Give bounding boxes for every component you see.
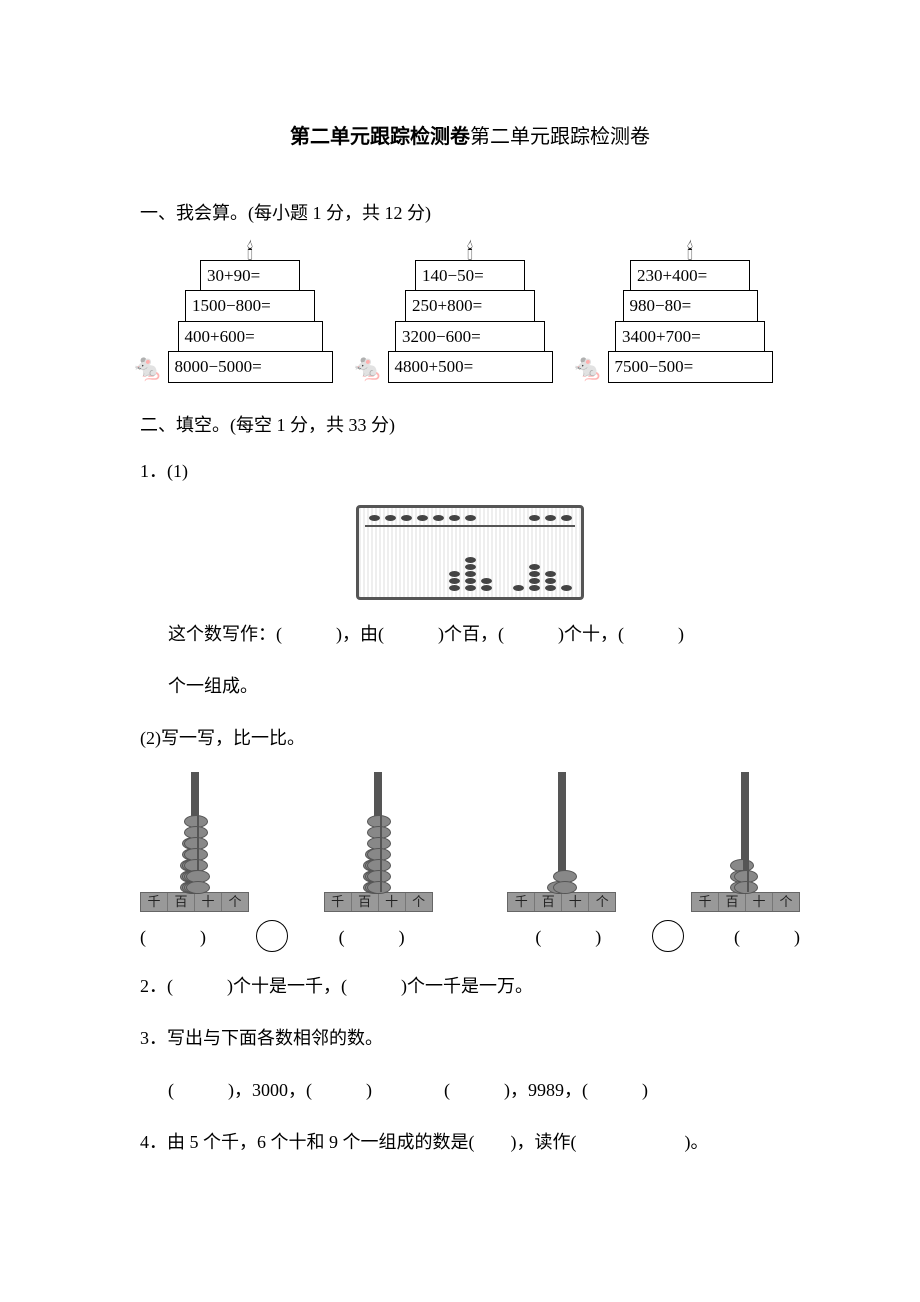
place-label: 个 (589, 893, 615, 911)
cake-tier: 250+800= (405, 290, 535, 322)
cake-tier: 140−50= (415, 260, 525, 292)
title-bold: 第二单元跟踪检测卷 (290, 126, 470, 148)
place-label: 千 (508, 893, 535, 911)
place-label: 百 (719, 893, 746, 911)
place-value-counter: 千百十个 (507, 772, 616, 912)
blank-paren: ( ) (734, 923, 800, 949)
q3-text: 3．写出与下面各数相邻的数。 (140, 1020, 800, 1056)
page-title: 第二单元跟踪检测卷第二单元跟踪检测卷 (140, 120, 800, 149)
mouse-icon: 🐁 (132, 353, 164, 383)
cake-tier: 400+600= (178, 321, 323, 353)
place-label: 百 (535, 893, 562, 911)
blank-paren: ( ) (339, 923, 405, 949)
place-value-counter: 千百十个 (691, 772, 800, 912)
blank-paren: ( ) (535, 923, 601, 949)
cake-tier: 980−80= (623, 290, 758, 322)
cake-problems-row: 🕯30+90=1500−800=400+600=8000−5000=🐁 🕯140−… (140, 241, 800, 383)
cake: 🕯230+400=980−80=3400+700=7500−500=🐁 (608, 241, 773, 383)
mouse-icon: 🐁 (352, 353, 384, 383)
place-value-counter: 千百十个 (140, 772, 249, 912)
title-plain: 第二单元跟踪检测卷 (470, 126, 650, 148)
cake-tier: 1500−800= (185, 290, 315, 322)
place-value-counter: 千百十个 (324, 772, 433, 912)
cake-tier: 230+400= (630, 260, 750, 292)
place-label: 千 (692, 893, 719, 911)
place-label: 千 (141, 893, 168, 911)
place-label: 百 (168, 893, 195, 911)
counters-row: 千百十个千百十个千百十个千百十个 (140, 772, 800, 912)
place-label: 个 (222, 893, 248, 911)
place-label: 十 (562, 893, 589, 911)
q1-text-a: 这个数写作：( )，由( )个百，( )个十，( ) (140, 616, 800, 652)
comparison-row: ( ) ( ) ( ) ( ) (140, 920, 800, 952)
place-label: 百 (352, 893, 379, 911)
cake: 🕯140−50=250+800=3200−600=4800+500=🐁 (388, 241, 553, 383)
q1-label: 1．(1) (140, 453, 800, 489)
abacus-figure (140, 505, 800, 600)
compare-circle (256, 920, 288, 952)
cake-tier: 8000−5000= (168, 351, 333, 383)
cake: 🕯30+90=1500−800=400+600=8000−5000=🐁 (168, 241, 333, 383)
place-label: 十 (195, 893, 222, 911)
blank-paren: ( ) (140, 923, 206, 949)
q1-text-b: 个一组成。 (140, 668, 800, 704)
q3-line: ( )，3000，( ) ( )，9989，( ) (140, 1072, 800, 1108)
cake-tier: 7500−500= (608, 351, 773, 383)
cake-tier: 4800+500= (388, 351, 553, 383)
cake-tier: 30+90= (200, 260, 300, 292)
place-label: 十 (379, 893, 406, 911)
q1-2-label: (2)写一写，比一比。 (140, 720, 800, 756)
q2-text: 2．( )个十是一千，( )个一千是一万。 (140, 968, 800, 1004)
place-label: 十 (746, 893, 773, 911)
place-label: 千 (325, 893, 352, 911)
compare-circle (652, 920, 684, 952)
q4-text: 4．由 5 个千，6 个十和 9 个一组成的数是( )，读作( )。 (140, 1124, 800, 1160)
section-2-heading: 二、填空。(每空 1 分，共 33 分) (140, 411, 800, 437)
place-label: 个 (773, 893, 799, 911)
mouse-icon: 🐁 (572, 353, 604, 383)
place-label: 个 (406, 893, 432, 911)
cake-tier: 3400+700= (615, 321, 765, 353)
cake-tier: 3200−600= (395, 321, 545, 353)
section-1-heading: 一、我会算。(每小题 1 分，共 12 分) (140, 199, 800, 225)
